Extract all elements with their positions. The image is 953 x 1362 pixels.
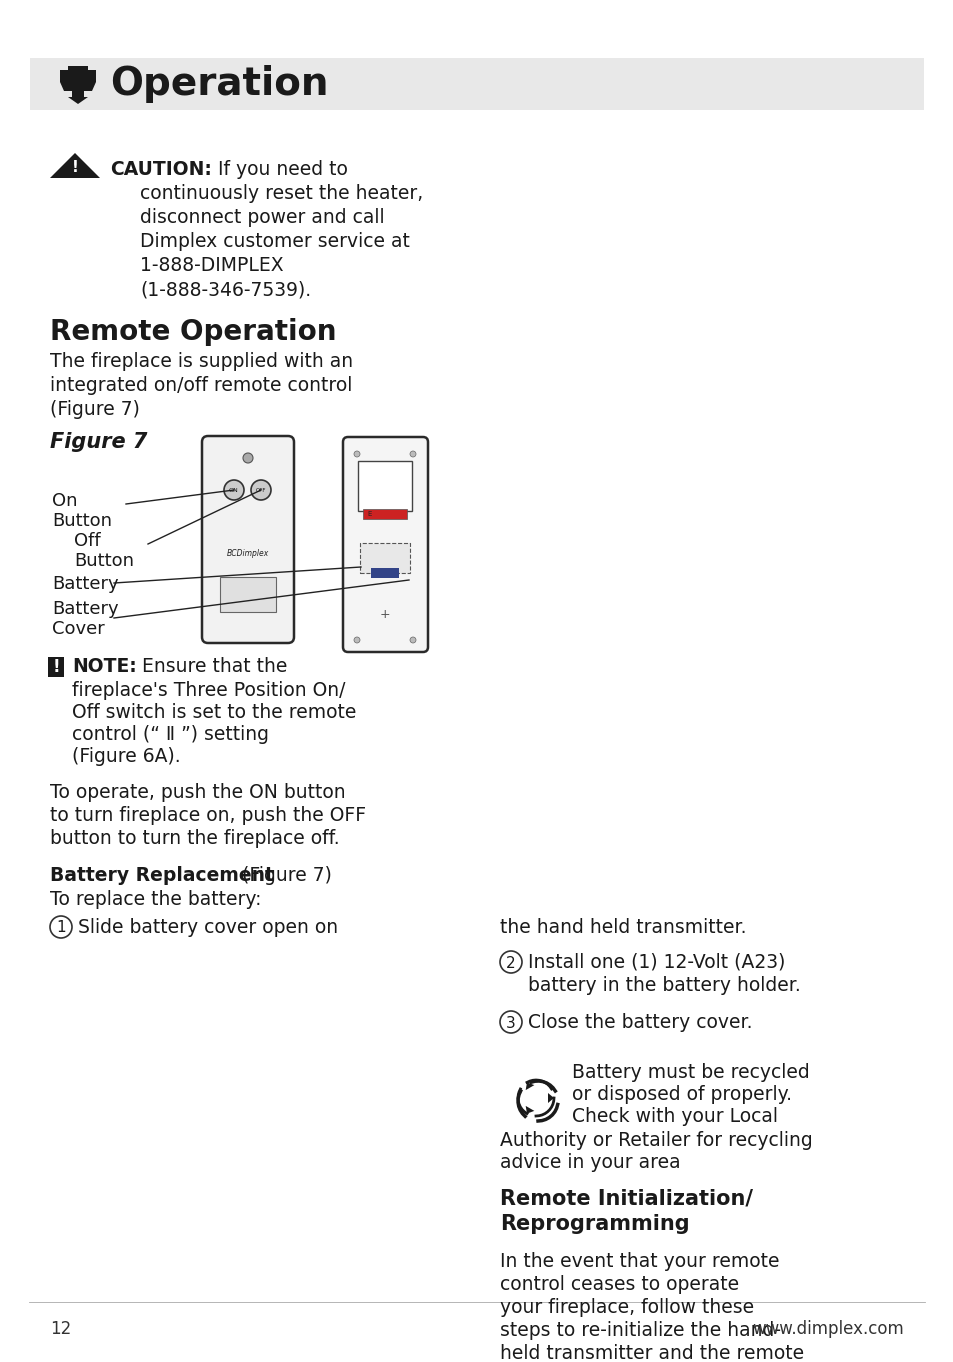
Text: Figure 7: Figure 7 <box>50 432 147 452</box>
Text: control ceases to operate: control ceases to operate <box>499 1275 739 1294</box>
Text: 1: 1 <box>56 921 66 936</box>
Text: control (“ Ⅱ ”) setting: control (“ Ⅱ ”) setting <box>71 725 269 744</box>
Text: !: ! <box>52 658 60 676</box>
Text: Off: Off <box>74 533 100 550</box>
Text: 12: 12 <box>50 1320 71 1337</box>
Circle shape <box>499 951 521 972</box>
Polygon shape <box>525 1106 534 1114</box>
Circle shape <box>354 451 359 458</box>
Polygon shape <box>547 1092 554 1103</box>
Text: CAUTION:: CAUTION: <box>110 159 212 178</box>
Text: Cover: Cover <box>52 620 105 637</box>
Text: fireplace's Three Position On/: fireplace's Three Position On/ <box>71 681 345 700</box>
Text: Button: Button <box>74 552 133 571</box>
Circle shape <box>50 917 71 938</box>
Polygon shape <box>525 1083 534 1090</box>
Text: Button: Button <box>52 512 112 530</box>
Text: The fireplace is supplied with an: The fireplace is supplied with an <box>50 351 353 370</box>
Text: the hand held transmitter.: the hand held transmitter. <box>499 918 745 937</box>
FancyBboxPatch shape <box>357 460 412 511</box>
FancyBboxPatch shape <box>48 656 64 677</box>
Text: On: On <box>52 492 77 509</box>
FancyBboxPatch shape <box>220 577 275 612</box>
Text: Close the battery cover.: Close the battery cover. <box>527 1013 752 1032</box>
Text: Battery must be recycled: Battery must be recycled <box>572 1062 809 1081</box>
Text: Ensure that the: Ensure that the <box>130 656 287 676</box>
Circle shape <box>410 637 416 643</box>
Text: !: ! <box>71 161 78 176</box>
Text: steps to re-initialize the hand-: steps to re-initialize the hand- <box>499 1321 781 1340</box>
Text: advice in your area: advice in your area <box>499 1154 679 1171</box>
Circle shape <box>251 479 271 500</box>
Text: Reprogramming: Reprogramming <box>499 1214 689 1234</box>
FancyBboxPatch shape <box>343 437 428 652</box>
Text: or disposed of properly.: or disposed of properly. <box>572 1086 791 1105</box>
Text: battery in the battery holder.: battery in the battery holder. <box>527 977 800 996</box>
Text: Check with your Local: Check with your Local <box>572 1107 778 1126</box>
Polygon shape <box>68 91 88 104</box>
Circle shape <box>354 637 359 643</box>
Circle shape <box>499 1011 521 1032</box>
Text: button to turn the fireplace off.: button to turn the fireplace off. <box>50 829 339 849</box>
FancyBboxPatch shape <box>371 568 398 577</box>
Text: Battery Replacement: Battery Replacement <box>50 866 274 885</box>
Circle shape <box>224 479 244 500</box>
Text: 3: 3 <box>506 1016 516 1031</box>
Text: Dimplex customer service at: Dimplex customer service at <box>140 232 410 251</box>
Text: continuously reset the heater,: continuously reset the heater, <box>140 184 423 203</box>
Text: Off switch is set to the remote: Off switch is set to the remote <box>71 703 356 722</box>
Text: Install one (1) 12-Volt (A23): Install one (1) 12-Volt (A23) <box>527 953 784 972</box>
Text: ON: ON <box>229 489 238 493</box>
FancyBboxPatch shape <box>363 509 407 519</box>
Text: www.dimplex.com: www.dimplex.com <box>752 1320 903 1337</box>
FancyBboxPatch shape <box>202 436 294 643</box>
Text: Operation: Operation <box>110 65 328 104</box>
Circle shape <box>243 454 253 463</box>
FancyBboxPatch shape <box>30 59 923 110</box>
Text: disconnect power and call: disconnect power and call <box>140 208 384 227</box>
Text: NOTE:: NOTE: <box>71 656 136 676</box>
Polygon shape <box>60 65 96 91</box>
Text: To replace the battery:: To replace the battery: <box>50 889 261 908</box>
Text: Slide battery cover open on: Slide battery cover open on <box>78 918 337 937</box>
Polygon shape <box>50 153 100 178</box>
Text: held transmitter and the remote: held transmitter and the remote <box>499 1344 803 1362</box>
Text: (1-888-346-7539).: (1-888-346-7539). <box>140 281 311 300</box>
Text: In the event that your remote: In the event that your remote <box>499 1252 779 1271</box>
Text: OFF: OFF <box>255 489 266 493</box>
Text: E: E <box>367 511 371 518</box>
Text: (Figure 7): (Figure 7) <box>50 400 140 419</box>
Text: to turn fireplace on, push the OFF: to turn fireplace on, push the OFF <box>50 806 366 825</box>
Text: your fireplace, follow these: your fireplace, follow these <box>499 1298 753 1317</box>
Text: BCDimplex: BCDimplex <box>227 549 269 558</box>
Text: 1-888-DIMPLEX: 1-888-DIMPLEX <box>140 256 283 275</box>
Text: integrated on/off remote control: integrated on/off remote control <box>50 376 352 395</box>
Text: To operate, push the ON button: To operate, push the ON button <box>50 783 345 802</box>
Text: Battery: Battery <box>52 601 118 618</box>
Circle shape <box>410 451 416 458</box>
Text: Remote Initialization/: Remote Initialization/ <box>499 1188 752 1208</box>
Text: +: + <box>379 607 390 621</box>
Text: Remote Operation: Remote Operation <box>50 317 336 346</box>
Text: (Figure 7): (Figure 7) <box>235 866 332 885</box>
Text: (Figure 6A).: (Figure 6A). <box>71 746 180 765</box>
Text: Authority or Retailer for recycling: Authority or Retailer for recycling <box>499 1130 812 1150</box>
Text: Battery: Battery <box>52 575 118 592</box>
Text: If you need to: If you need to <box>206 159 348 178</box>
Text: 2: 2 <box>506 956 516 971</box>
FancyBboxPatch shape <box>359 543 410 573</box>
